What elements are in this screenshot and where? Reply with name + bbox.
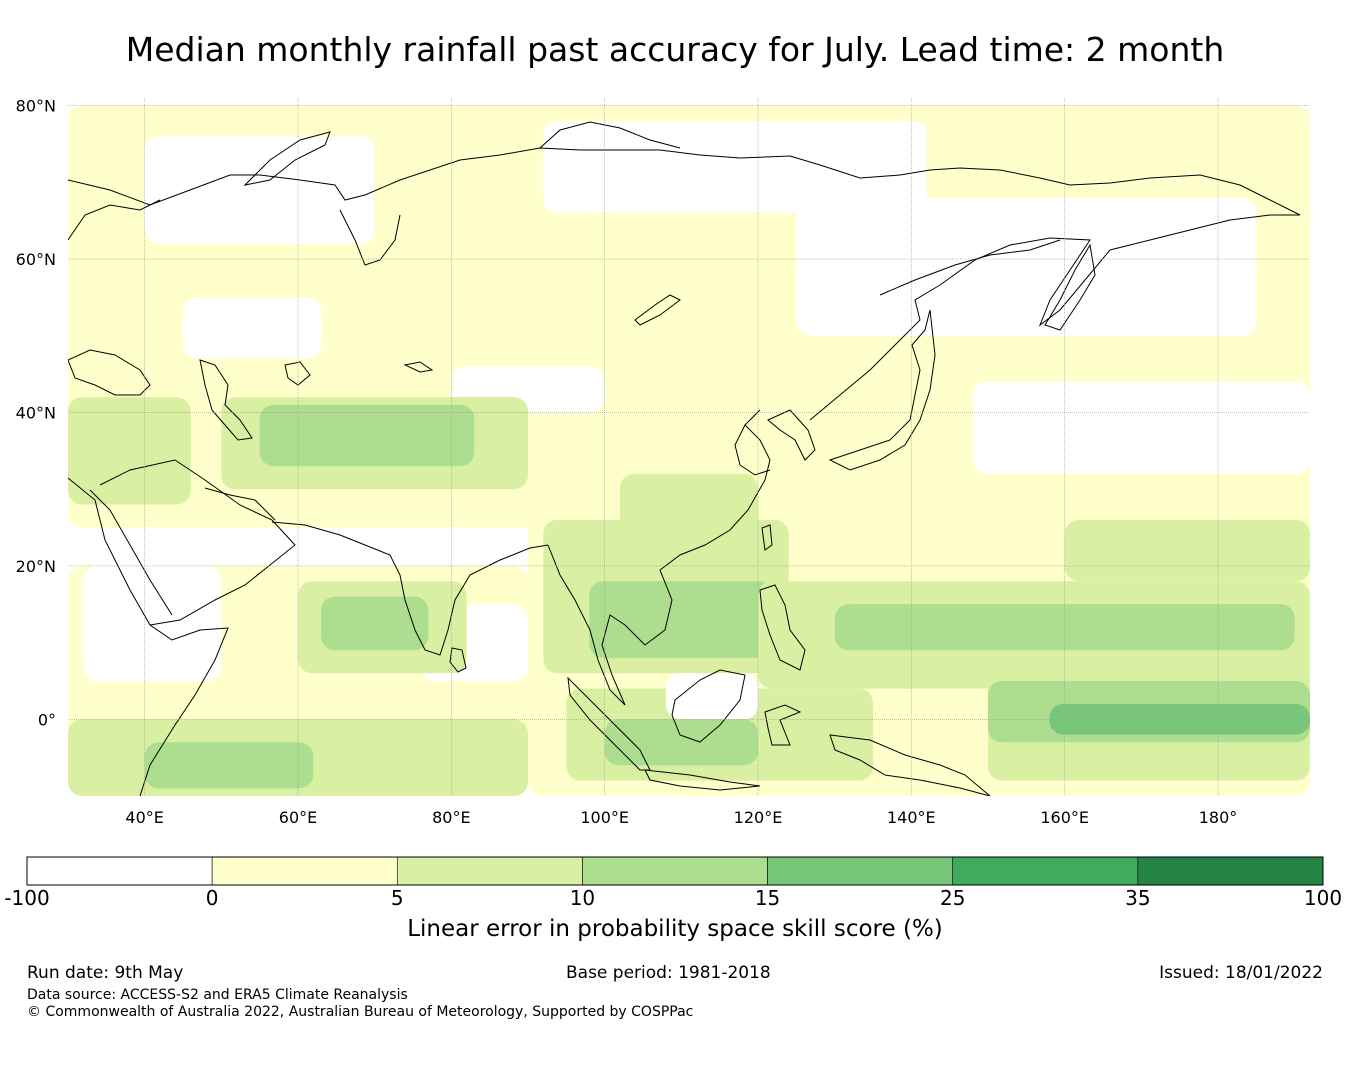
lat-tick-label: 0° — [38, 710, 56, 729]
colorbar-tick-label: 0 — [205, 886, 219, 910]
coastline-baikal — [634, 294, 681, 326]
field-region-2 — [543, 121, 927, 214]
colorbar-tick-label: 15 — [754, 886, 781, 910]
coastline-south-asia — [271, 521, 549, 656]
lon-tick-label: 120°E — [734, 808, 783, 827]
coastline-yamal — [339, 209, 401, 266]
coastline-korea — [767, 409, 816, 461]
issued-date: Issued: 18/01/2022 — [1159, 963, 1323, 983]
data-source: Data source: ACCESS-S2 and ERA5 Climate … — [27, 987, 408, 1003]
coastline-arctic — [68, 147, 1301, 216]
coastline-persian-gulf — [204, 487, 276, 521]
coastline-balkhash — [403, 361, 434, 373]
base-period: Base period: 1981-2018 — [566, 963, 771, 983]
coastline-black-sea — [68, 349, 151, 396]
colorbar-tick-label: 25 — [939, 886, 966, 910]
field-region-29 — [666, 673, 758, 720]
field-region-7 — [68, 397, 191, 505]
colorbar-tick-label: 5 — [390, 886, 404, 910]
coastline-new-guinea — [829, 734, 991, 796]
colorbar-title: Linear error in probability space skill … — [407, 916, 943, 942]
coastline-sulawesi — [764, 704, 802, 746]
coastline-africa-east — [68, 477, 229, 796]
colorbar-segment — [211, 856, 398, 886]
coastline-borneo — [671, 669, 746, 743]
coastline-red-sea — [89, 489, 173, 616]
coastline-caspian — [199, 359, 253, 441]
field-region-27 — [1049, 703, 1310, 735]
field-region-24 — [834, 604, 1295, 651]
coastline-indochina — [547, 409, 771, 706]
copyright: © Commonwealth of Australia 2022, Austra… — [27, 1004, 694, 1020]
coastline-novaya-zemlya — [243, 131, 331, 186]
coastline-kamchatka — [1044, 243, 1096, 331]
colorbar-tick-label: 35 — [1125, 886, 1151, 910]
colorbar — [26, 856, 1324, 886]
lon-tick-label: 160°E — [1040, 808, 1089, 827]
field-region-4 — [972, 381, 1310, 474]
coastline-russia-pacific — [809, 214, 1300, 421]
coastline-scandinavia — [68, 199, 161, 241]
coastline-java — [644, 769, 761, 791]
field-region-11 — [83, 565, 222, 681]
colorbar-segment — [767, 856, 954, 886]
field-region-19 — [589, 581, 774, 658]
colorbar-segment — [1137, 856, 1324, 886]
colorbar-outline — [26, 856, 1324, 886]
field-region-9 — [259, 404, 475, 467]
field-region-22 — [604, 719, 758, 766]
coastline-japan — [828, 309, 936, 471]
skill-score-field — [68, 98, 1310, 796]
field-region-6 — [183, 297, 321, 359]
graticule — [68, 98, 1310, 796]
colorbar-tick-label: 10 — [569, 886, 596, 910]
colorbar-tick-label: -100 — [4, 886, 50, 910]
field-region-20 — [620, 473, 758, 536]
coastline-china-east — [734, 424, 771, 476]
coastline-aral — [284, 361, 311, 386]
coastline-philippines — [759, 584, 806, 671]
latitude-labels: 80°N 60°N 40°N 20°N 0° — [16, 97, 56, 730]
coastline-arabia — [99, 459, 296, 626]
lon-tick-label: 180° — [1199, 808, 1238, 827]
run-date: Run date: 9th May — [27, 963, 184, 983]
coastline-taymyr — [539, 121, 681, 149]
field-region-14 — [321, 596, 429, 651]
lon-tick-label: 60°E — [279, 808, 317, 827]
longitude-labels: 40°E 60°E 80°E 100°E 120°E 140°E 160°E 180° — [125, 808, 1237, 827]
map-title: Median monthly rainfall past accuracy fo… — [125, 30, 1225, 69]
coastline-sea-of-okhotsk — [879, 239, 1061, 296]
colorbar-segment — [582, 856, 768, 886]
lon-tick-label: 100°E — [580, 808, 629, 827]
field-region-16 — [144, 742, 314, 789]
lat-tick-label: 20°N — [16, 557, 56, 576]
lat-tick-label: 40°N — [16, 403, 56, 422]
lat-tick-label: 60°N — [16, 250, 56, 269]
coastlines — [68, 121, 1301, 796]
coastline-sri-lanka — [449, 647, 467, 673]
colorbar-segment — [396, 856, 583, 886]
colorbar-segment — [952, 856, 1139, 886]
field-region-28 — [1064, 519, 1310, 582]
field-region-3 — [796, 197, 1257, 336]
coastline-taiwan — [761, 524, 773, 551]
lon-tick-label: 80°E — [432, 808, 470, 827]
lon-tick-label: 40°E — [125, 808, 163, 827]
lat-tick-label: 80°N — [16, 97, 56, 116]
field-region-1 — [144, 136, 375, 244]
colorbar-segment — [26, 856, 213, 886]
lon-tick-label: 140°E — [887, 808, 936, 827]
colorbar-tick-label: 100 — [1303, 886, 1343, 910]
